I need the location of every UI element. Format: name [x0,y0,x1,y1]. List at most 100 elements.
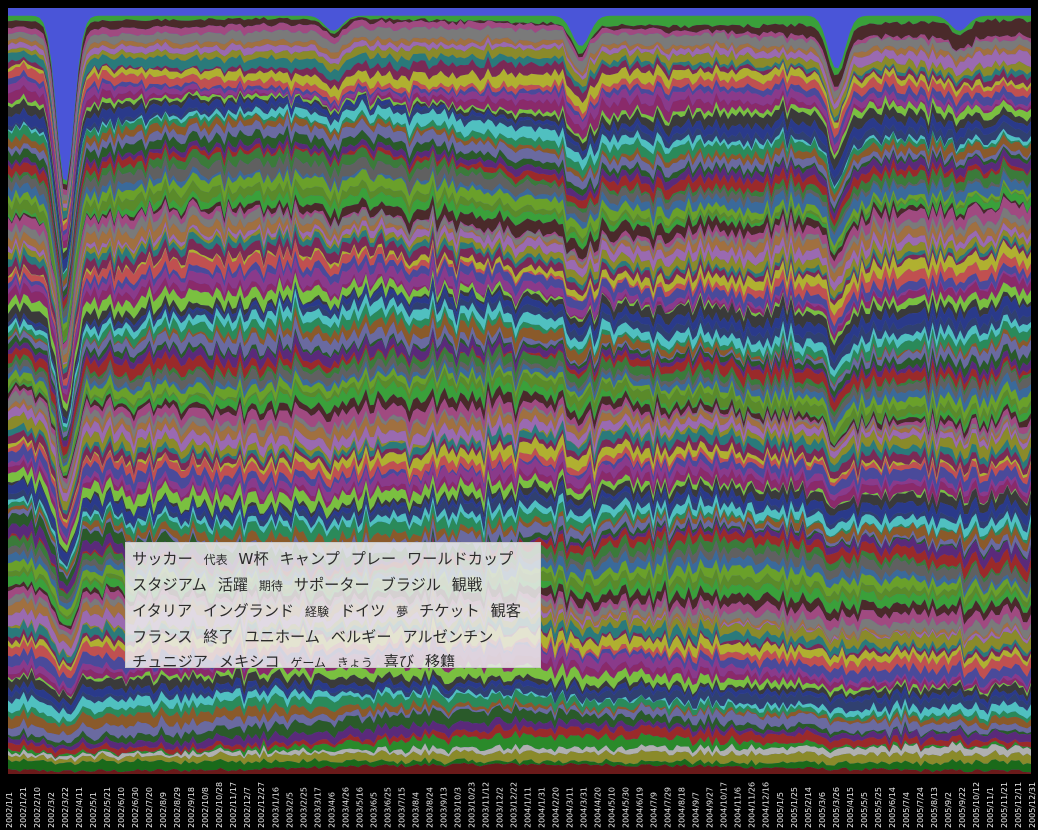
area-band [8,266,1031,405]
x-tick-label: 2002/8/9 [159,792,168,828]
area-band [8,134,1031,302]
x-tick-label: 2003/6/5 [369,792,378,828]
x-tick-label: 2003/12/2 [495,787,504,828]
area-band [8,381,1031,479]
legend-keyword: 観戦 [451,576,483,594]
x-tick-label: 2004/7/29 [664,787,673,828]
area-band [8,539,1031,604]
x-tick-label: 2003/9/13 [439,787,448,828]
area-band [8,203,1031,356]
x-tick-label: 2003/8/24 [425,787,434,828]
x-tick-label: 2005/5/5 [860,792,869,828]
area-band [8,17,1031,191]
area-band [8,196,1031,351]
x-tick-label: 2002/1/21 [19,787,28,828]
keyword-legend: サッカー 代表 W杯 キャンプ プレー ワールドカップ スタジアム 活躍 期待 … [125,542,541,668]
area-band [8,19,1031,196]
legend-keyword: スタジアム [132,576,207,594]
area-band [8,169,1031,332]
area-band [8,701,1031,744]
area-band [8,109,1031,288]
x-tick-label: 2004/2/20 [552,787,561,828]
area-band [8,341,1031,460]
legend-keyword: チケット [419,602,480,620]
legend-keyword: ゲーム [290,656,326,668]
legend-keyword: 活躍 [217,576,249,594]
x-tick-label: 2002/10/28 [215,782,224,828]
legend-keyword: 夢 [396,605,409,619]
legend-keyword: ブラジル [380,576,441,594]
x-tick-label: 2004/7/9 [650,792,659,828]
x-tick-label: 2005/7/24 [916,787,925,828]
legend-keyword: 観客 [490,602,521,620]
area-band [8,492,1031,570]
x-tick-label: 2003/1/16 [271,787,280,828]
area-band [8,696,1031,736]
area-band [8,359,1031,473]
x-tick-label: 2002/7/20 [145,787,154,828]
x-tick-label: 2002/8/29 [173,787,182,828]
legend-keyword: 喜び [383,653,415,668]
x-tick-label: 2002/4/11 [75,787,84,828]
legend-keyword: イングランド [202,602,295,620]
x-tick-label: 2002/6/10 [117,787,126,828]
legend-keyword: 経験 [304,605,329,619]
area-band [8,94,1031,270]
x-tick-label: 2003/7/15 [397,787,406,828]
area-band [8,484,1031,568]
legend-keyword: 代表 [203,553,228,567]
x-tick-label: 2004/3/31 [580,787,589,828]
area-band [8,501,1031,577]
area-band [8,715,1031,754]
x-tick-label: 2004/9/7 [692,792,701,828]
x-tick-label: 2002/9/18 [187,787,196,828]
area-band [8,152,1031,319]
x-tick-label: 2004/12/16 [762,782,771,828]
area-bands [8,8,1031,774]
area-band [8,25,1031,201]
x-tick-label: 2004/6/19 [636,787,645,828]
x-tick-label: 2005/4/15 [846,787,855,828]
x-tick-label: 2003/8/4 [411,792,420,828]
x-tick-label: 2005/7/4 [902,792,911,828]
x-tick-label: 2005/2/14 [804,787,813,828]
x-tick-label: 2002/12/27 [257,782,266,828]
legend-keyword: 終了 [203,628,234,646]
area-band [8,99,1031,275]
x-tick-label: 2005/12/31 [1028,782,1037,828]
area-band [8,439,1031,530]
area-band [8,165,1031,325]
x-tick-label: 2004/1/11 [524,787,533,828]
area-band [8,269,1031,412]
legend-keyword: サッカー [132,550,193,568]
area-band [8,219,1031,370]
area-band [8,508,1031,587]
legend-keyword: イタリア [132,602,193,620]
area-band [8,674,1031,712]
area-band [8,523,1031,595]
legend-keyword: アルゼンチン [402,628,494,646]
area-band [8,474,1031,554]
x-tick-label: 2004/9/27 [706,787,715,828]
x-tick-label: 2002/10/8 [201,787,210,828]
x-tick-label: 2002/3/22 [61,787,70,828]
x-tick-label: 2004/10/17 [720,782,729,828]
x-tick-label: 2004/5/30 [622,787,631,828]
legend-keyword: ユニホーム [244,628,320,646]
area-band [8,403,1031,502]
x-tick-label: 2005/1/5 [776,792,785,828]
x-tick-label: 2003/2/5 [285,792,294,828]
x-tick-label: 2005/5/25 [874,787,883,828]
x-tick-label: 2002/12/7 [243,787,252,828]
area-band [8,61,1031,232]
legend-keyword: メキシコ [218,653,280,668]
x-tick-label: 2003/4/26 [341,787,350,828]
area-band [8,282,1031,424]
x-tick-label: 2005/9/22 [958,787,967,828]
area-band [8,476,1031,562]
area-band [8,50,1031,220]
area-band [8,443,1031,539]
area-band [8,337,1031,457]
x-tick-label: 2004/5/10 [608,787,617,828]
